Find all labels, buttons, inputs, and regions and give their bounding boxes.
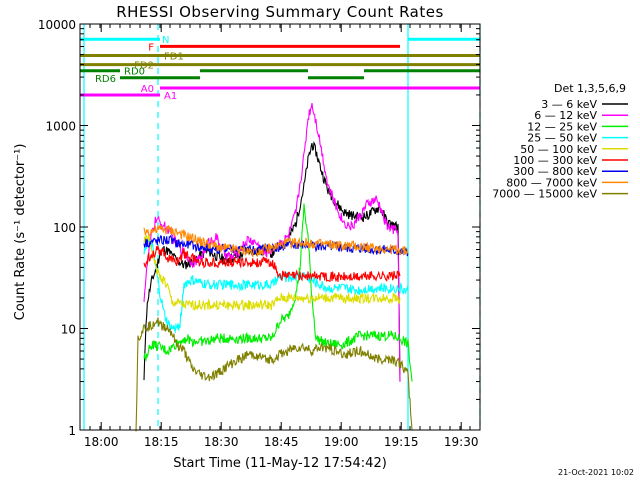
series-line-1 bbox=[143, 140, 401, 382]
y-tick-label-1: 1 bbox=[68, 424, 76, 438]
series-line-6 bbox=[143, 244, 401, 283]
series-line-4 bbox=[143, 238, 409, 334]
legend-label-1: 3 — 6 keV bbox=[541, 98, 597, 111]
flag-label-fd1: FD1 bbox=[164, 51, 184, 62]
y-tick-label-2: 10 bbox=[61, 323, 76, 337]
series-line-8 bbox=[143, 224, 409, 258]
series-line-3 bbox=[143, 203, 413, 382]
legend-label-5: 50 — 100 keV bbox=[520, 143, 597, 156]
flag-label-rd6: RD6 bbox=[95, 74, 116, 85]
y-tick-label-3: 100 bbox=[53, 221, 76, 235]
y-tick-label-4: 1000 bbox=[45, 120, 76, 134]
x-tick-label-7: 19:30 bbox=[444, 435, 479, 449]
legend-title: Det 1,3,5,6,9 bbox=[554, 82, 626, 95]
legend-label-6: 100 — 300 keV bbox=[513, 154, 597, 167]
flag-label-fd2: FD2 bbox=[134, 61, 154, 72]
flag-label-a0: A0 bbox=[141, 84, 154, 95]
x-tick-label-5: 19:00 bbox=[324, 435, 359, 449]
x-tick-label-2: 18:15 bbox=[144, 435, 179, 449]
y-axis-label: Count Rate (s⁻¹ detector⁻¹) bbox=[13, 144, 28, 321]
legend-label-7: 300 — 800 keV bbox=[513, 165, 597, 178]
legend-label-2: 6 — 12 keV bbox=[534, 109, 597, 122]
flag-label-f: F bbox=[148, 42, 154, 53]
x-tick-label-3: 18:30 bbox=[204, 435, 239, 449]
x-tick-label-6: 19:15 bbox=[384, 435, 419, 449]
flag-label-a1: A1 bbox=[164, 91, 177, 102]
flag-label-n: N bbox=[162, 35, 169, 46]
flag-label-rd0: RD0 bbox=[124, 67, 145, 78]
x-tick-label-4: 18:45 bbox=[264, 435, 299, 449]
series-line-9 bbox=[135, 317, 413, 432]
y-tick-label-5: 10000 bbox=[38, 18, 76, 32]
legend-label-3: 12 — 25 keV bbox=[527, 120, 597, 133]
chart-title: RHESSI Observing Summary Count Rates bbox=[116, 3, 444, 21]
x-tick-label-1: 18:00 bbox=[84, 435, 119, 449]
x-axis-label: Start Time (11-May-12 17:54:42) bbox=[173, 456, 387, 471]
legend-label-8: 800 — 7000 keV bbox=[506, 176, 597, 189]
date-stamp: 21-Oct-2021 10:02 bbox=[558, 468, 634, 477]
series-line-5 bbox=[143, 234, 401, 312]
legend-label-9: 7000 — 15000 keV bbox=[492, 188, 597, 201]
legend-label-4: 25 — 50 keV bbox=[527, 132, 597, 145]
